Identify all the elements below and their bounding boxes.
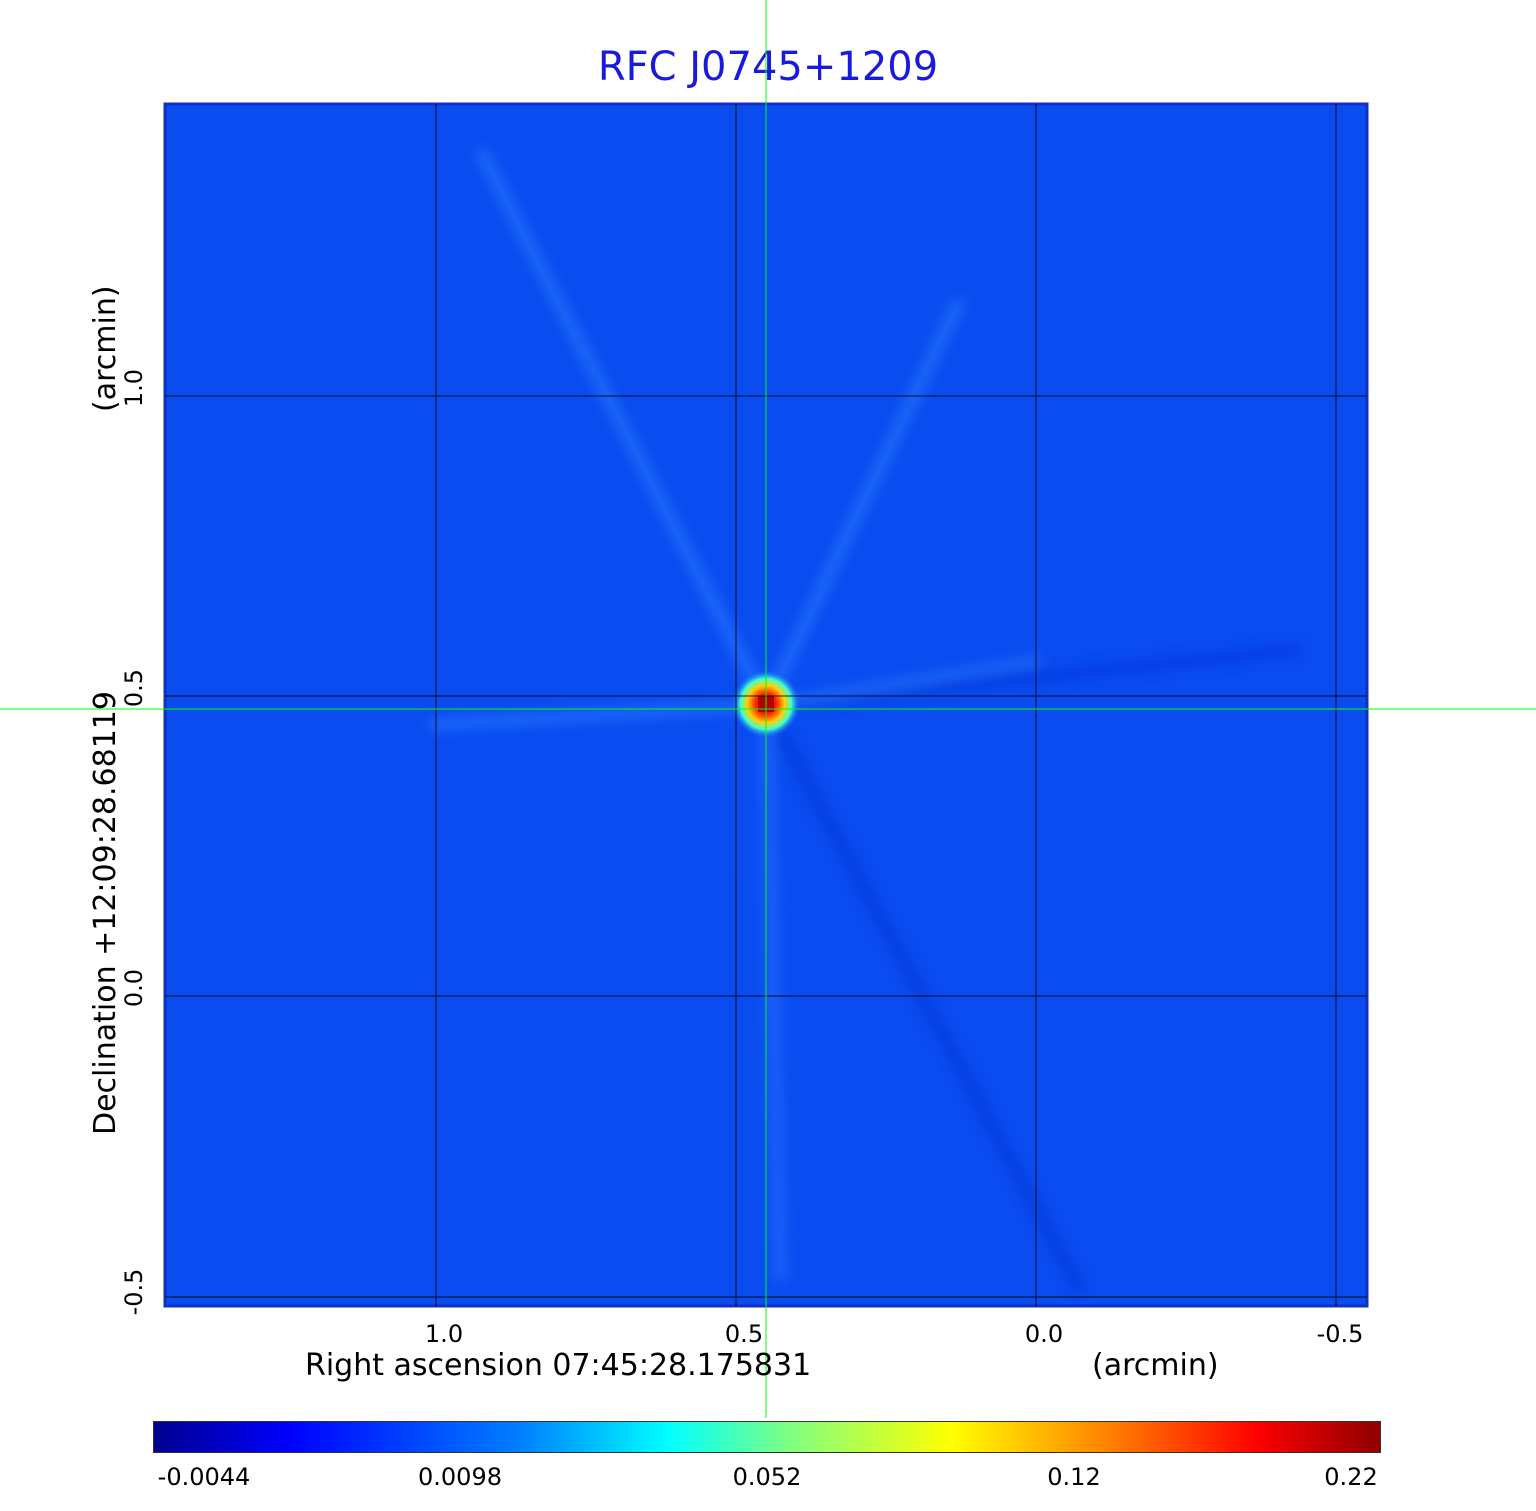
sidelobe-pattern bbox=[429, 146, 1301, 1293]
crosshair bbox=[0, 0, 1536, 1418]
x-tick: 0.5 bbox=[724, 1320, 764, 1348]
colorbar-tick: 0.22 bbox=[1324, 1463, 1378, 1491]
x-axis-label: Right ascension 07:45:28.175831 bbox=[305, 1348, 812, 1383]
y-tick: 0.0 bbox=[120, 968, 148, 1008]
colorbar-tick: 0.052 bbox=[732, 1463, 802, 1491]
colorbar-tick: 0.12 bbox=[1047, 1463, 1101, 1491]
y-tick: 1.0 bbox=[120, 368, 148, 408]
x-axis-unit: (arcmin) bbox=[1092, 1348, 1219, 1383]
y-tick: 0.5 bbox=[120, 668, 148, 708]
x-tick: 1.0 bbox=[424, 1320, 464, 1348]
map-title: RFC J0745+1209 bbox=[597, 44, 939, 90]
colorbar bbox=[153, 1421, 1381, 1453]
colorbar-tick: -0.0044 bbox=[157, 1463, 251, 1491]
x-tick: -0.5 bbox=[1316, 1320, 1364, 1348]
y-axis-unit: (arcmin) bbox=[88, 285, 123, 412]
x-tick: 0.0 bbox=[1024, 1320, 1064, 1348]
colorbar-tick: 0.0098 bbox=[418, 1463, 502, 1491]
y-tick: -0.5 bbox=[120, 1268, 148, 1316]
y-axis-label: Declination +12:09:28.68119 bbox=[88, 691, 123, 1135]
